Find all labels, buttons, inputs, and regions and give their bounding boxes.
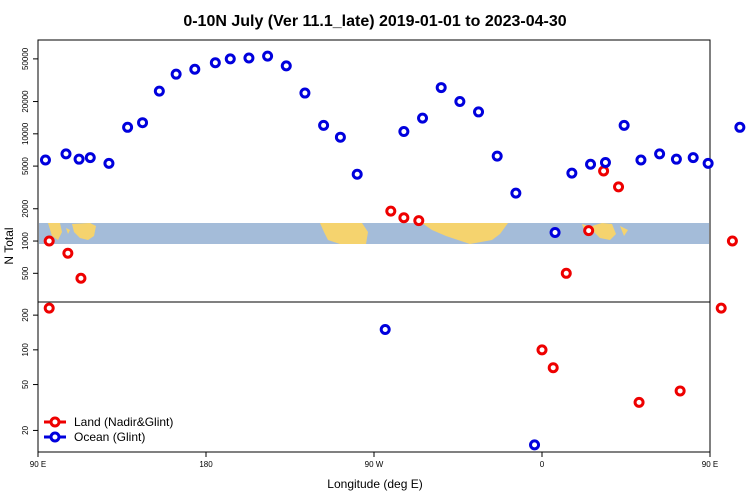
ocean-point <box>280 60 292 72</box>
land-point <box>560 267 572 279</box>
upper-y-tick-label: 500 <box>21 266 30 280</box>
ocean-point <box>243 52 255 64</box>
ocean-point <box>566 167 578 179</box>
land-point <box>385 205 397 217</box>
land-point <box>715 302 727 314</box>
ocean-point <box>491 150 503 162</box>
land-point <box>598 165 610 177</box>
ocean-point <box>687 152 699 164</box>
land-point <box>43 235 55 247</box>
ocean-point <box>454 96 466 108</box>
y-axis-label: N Total <box>2 227 16 264</box>
ocean-point <box>84 152 96 164</box>
data-points <box>39 50 746 451</box>
land-point <box>413 215 425 227</box>
land-point <box>547 362 559 374</box>
map-land-6 <box>592 223 616 240</box>
ocean-point <box>318 119 330 131</box>
upper-y-tick-label: 10000 <box>21 122 30 145</box>
map-land-3 <box>320 223 368 244</box>
ocean-point <box>103 157 115 169</box>
legend: Land (Nadir&Glint) Ocean (Glint) <box>44 415 173 444</box>
land-point <box>613 181 625 193</box>
land-point <box>583 225 595 237</box>
lower-y-tick-label: 200 <box>21 308 30 322</box>
ocean-point <box>299 87 311 99</box>
ocean-point <box>670 153 682 165</box>
ocean-point <box>635 154 647 166</box>
land-point <box>398 212 410 224</box>
ocean-point <box>137 117 149 129</box>
map-land-4 <box>422 223 508 244</box>
ocean-point <box>398 126 410 138</box>
ocean-point <box>549 227 561 239</box>
x-axis-label: Longitude (deg E) <box>327 477 422 491</box>
ocean-point <box>417 112 429 124</box>
ocean-point <box>351 168 363 180</box>
ocean-point <box>529 439 541 451</box>
lower-y-tick-label: 50 <box>21 380 30 389</box>
legend-ocean-label: Ocean (Glint) <box>74 430 145 444</box>
x-tick-label: 90 W <box>365 460 384 469</box>
ocean-point <box>224 53 236 65</box>
land-point <box>726 235 738 247</box>
ocean-point <box>153 85 165 97</box>
ocean-point <box>585 158 597 170</box>
land-point <box>536 344 548 356</box>
ocean-point <box>209 57 221 69</box>
ocean-point <box>73 153 85 165</box>
ocean-point <box>599 157 611 169</box>
x-tick-label: 0 <box>540 460 545 469</box>
ocean-point <box>734 121 746 133</box>
map-land-1 <box>72 223 96 240</box>
ocean-point <box>262 50 274 62</box>
upper-y-tick-label: 50000 <box>21 47 30 70</box>
lower-y-tick-label: 100 <box>21 343 30 357</box>
land-point <box>633 396 645 408</box>
ocean-point <box>510 187 522 199</box>
upper-y-tick-label: 1000 <box>21 232 30 250</box>
ocean-point <box>170 68 182 80</box>
axes: 90 E 180 90 W 0 90 E 500 1000 2000 5000 10000 2000… <box>21 47 718 469</box>
x-tick-label: 180 <box>199 460 213 469</box>
legend-land-label: Land (Nadir&Glint) <box>74 415 173 429</box>
ocean-point <box>60 148 72 160</box>
ocean-point <box>435 82 447 94</box>
ocean-point <box>618 119 630 131</box>
upper-y-tick-label: 2000 <box>21 199 30 217</box>
map-ocean <box>39 223 709 244</box>
ocean-point <box>473 106 485 118</box>
map-land-0 <box>48 223 62 240</box>
x-tick-label: 90 E <box>30 460 46 469</box>
land-point <box>43 302 55 314</box>
land-point <box>674 385 686 397</box>
legend-ocean-marker <box>49 431 61 443</box>
world-map-band <box>39 223 709 244</box>
legend-land-marker <box>49 416 61 428</box>
chart-title: 0-10N July (Ver 11.1_late) 2019-01-01 to… <box>183 13 566 30</box>
ocean-point <box>189 63 201 75</box>
x-tick-label: 90 E <box>702 460 718 469</box>
lower-y-tick-label: 20 <box>21 425 30 434</box>
land-point <box>75 272 87 284</box>
upper-y-tick-label: 20000 <box>21 90 30 113</box>
ocean-point <box>39 154 51 166</box>
ocean-point <box>334 131 346 143</box>
plot-frame <box>37 39 711 453</box>
land-point <box>62 247 74 259</box>
map-land-2 <box>66 228 70 234</box>
upper-y-tick-label: 5000 <box>21 157 30 175</box>
ocean-point <box>654 148 666 160</box>
ocean-point <box>702 157 714 169</box>
ocean-point <box>379 324 391 336</box>
map-land-7 <box>620 226 628 236</box>
ocean-point <box>122 121 134 133</box>
